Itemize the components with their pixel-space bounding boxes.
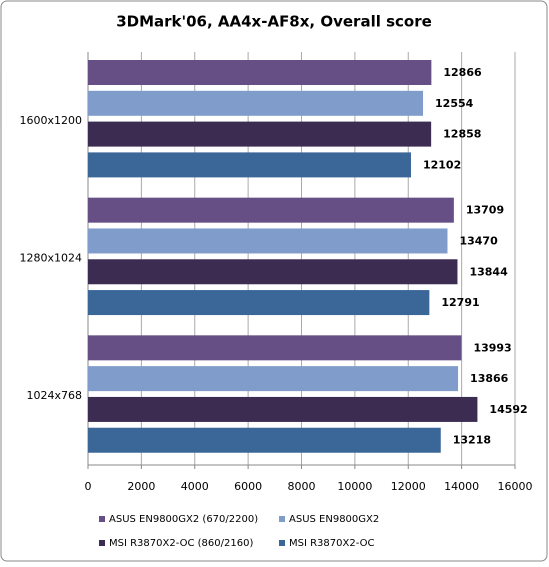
bar [88,290,430,316]
x-tick-label: 8000 [288,480,316,493]
data-label: 13218 [453,434,491,447]
legend-label: MSI R3870X2-OC [289,538,374,549]
data-label: 13709 [466,204,504,217]
bar [88,197,454,223]
bar [88,121,432,147]
x-tick-label: 16000 [498,480,533,493]
legend-swatch [279,540,285,546]
x-tick-label: 0 [85,480,92,493]
data-label: 12102 [423,158,461,171]
bar [88,427,441,453]
bar [88,152,411,178]
data-label: 12791 [441,296,479,309]
data-label: 13866 [470,372,509,385]
x-tick-label: 6000 [234,480,262,493]
bar [88,90,424,116]
legend-label: ASUS EN9800GX2 [289,514,379,525]
x-tick-label: 10000 [337,480,372,493]
data-label: 13470 [459,234,498,247]
x-tick-label: 12000 [391,480,426,493]
data-label: 13844 [469,265,508,278]
data-label: 13993 [473,341,511,354]
bar [88,228,448,254]
data-label: 12554 [435,97,474,110]
data-label: 12858 [443,128,481,141]
x-tick-label: 4000 [181,480,209,493]
legend-swatch [99,516,105,522]
legend-swatch [99,540,105,546]
legend-swatch [279,516,285,522]
bar [88,396,478,422]
legend-label: MSI R3870X2-OC (860/2160) [109,538,253,549]
data-label: 14592 [489,403,527,416]
y-tick-label: 1280x1024 [20,252,83,265]
data-label: 12866 [443,66,482,79]
legend-label: ASUS EN9800GX2 (670/2200) [109,514,258,525]
x-tick-label: 14000 [444,480,479,493]
bar [88,60,432,85]
bar [88,366,459,392]
y-tick-label: 1600x1200 [20,114,83,127]
chart-title: 3DMark'06, AA4x-AF8x, Overall score [116,13,432,31]
bar [88,259,458,285]
x-tick-label: 2000 [127,480,155,493]
y-tick-label: 1024x768 [27,389,83,402]
bar [88,335,462,361]
